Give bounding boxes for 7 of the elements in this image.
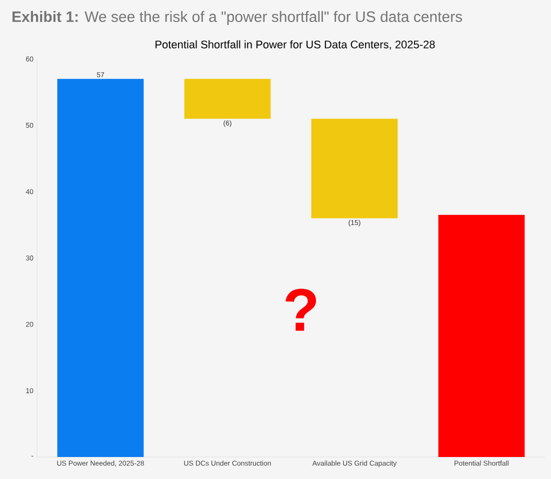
bar	[57, 78, 144, 457]
bar	[438, 214, 525, 457]
chart-subtitle: Potential Shortfall in Power for US Data Centers, 2025-28	[156, 40, 435, 50]
chart-title: Exhibit 1: We see the risk of a "power shortfall" for US data centers	[12, 11, 462, 25]
annotation: ?	[286, 288, 316, 331]
bar	[184, 78, 271, 119]
bar	[311, 118, 398, 218]
